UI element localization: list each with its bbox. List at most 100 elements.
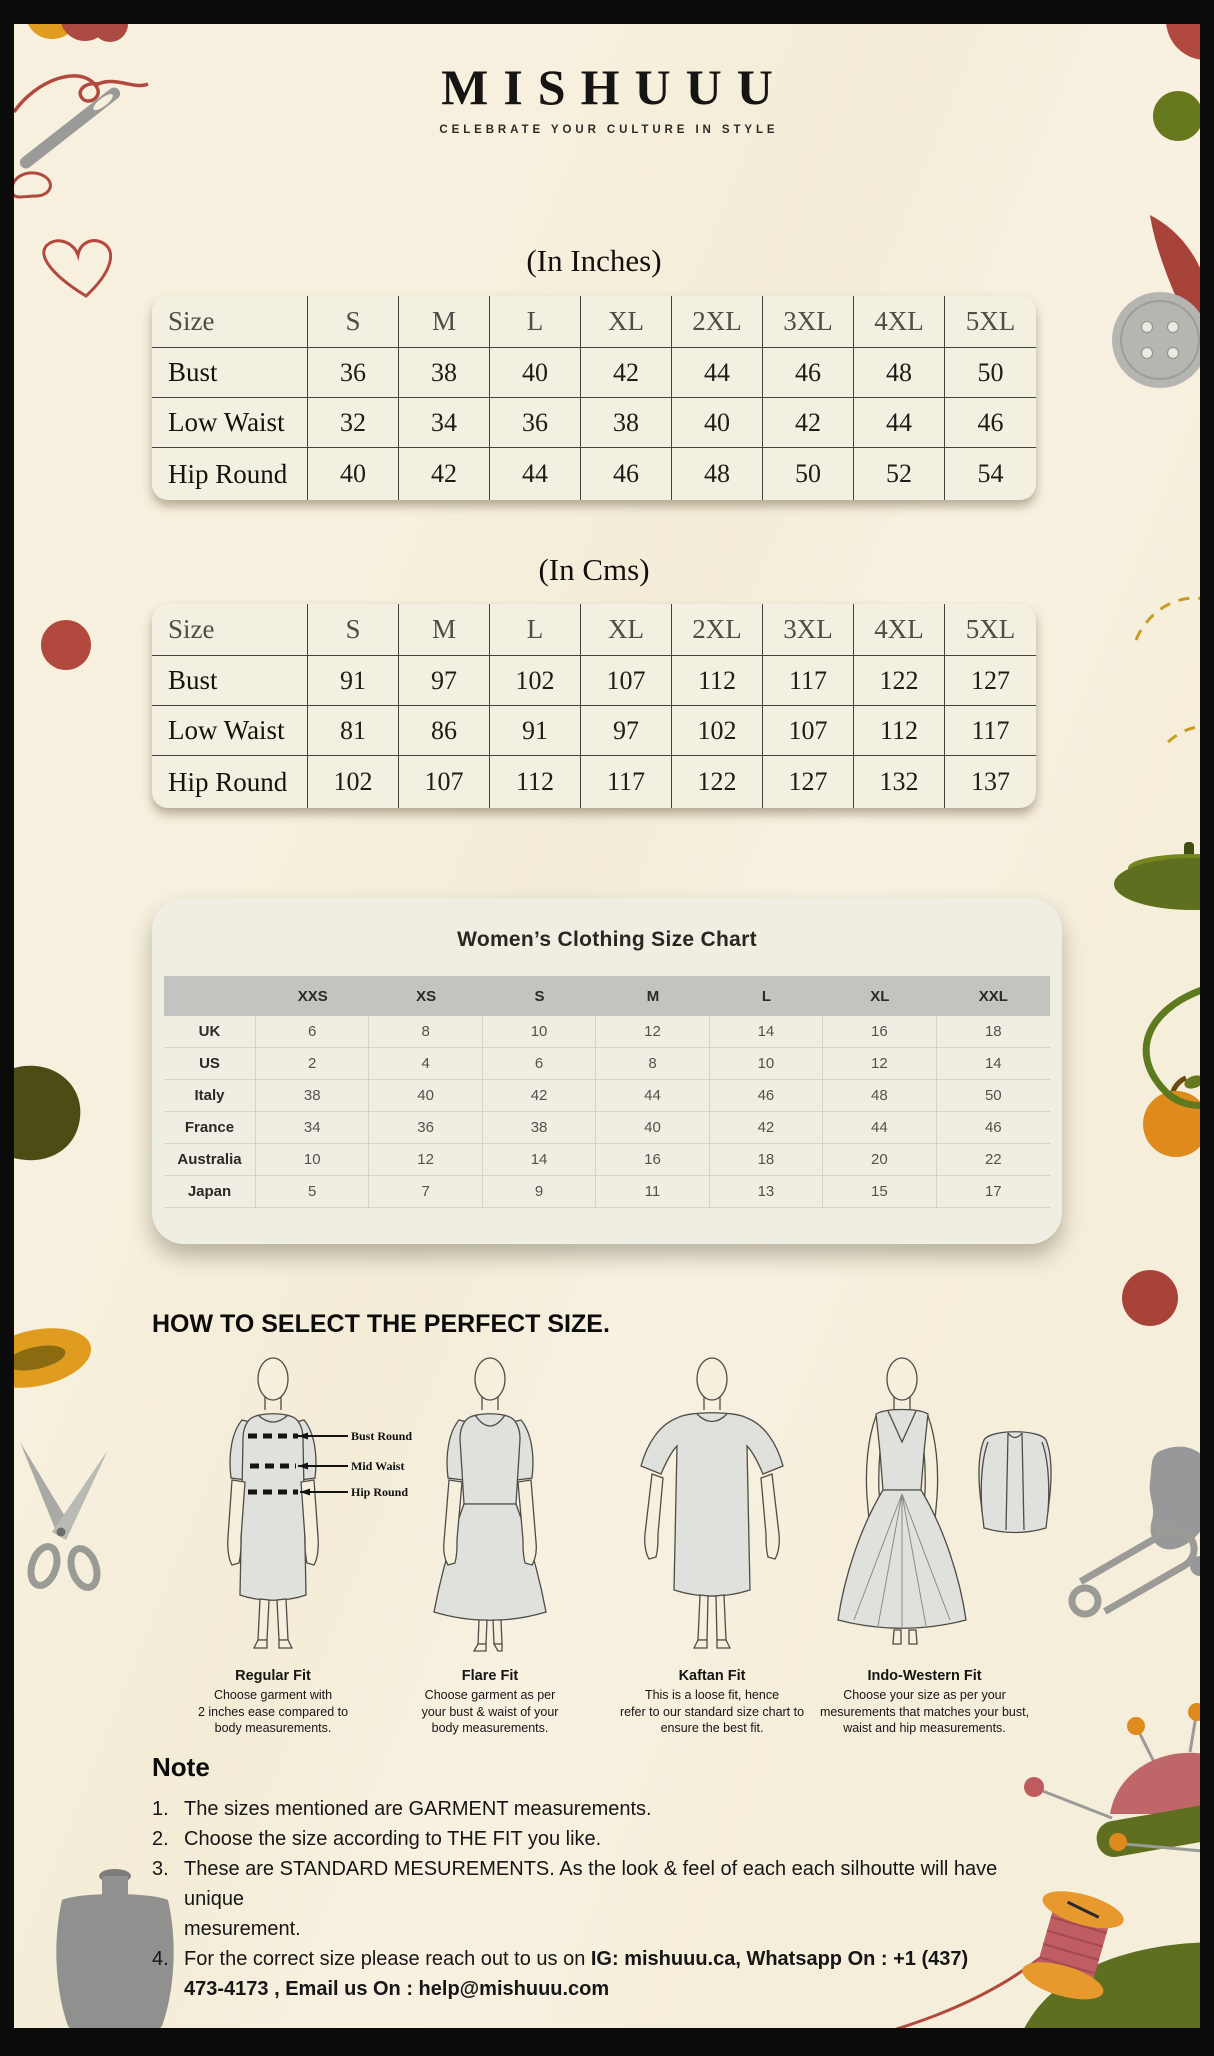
intl-col-header: L bbox=[709, 976, 824, 1016]
cms-table-row-label: Bust bbox=[152, 656, 308, 706]
intl-cell: 36 bbox=[369, 1112, 483, 1144]
inches-table-col-header: M bbox=[399, 296, 490, 348]
inches-table-cell: 44 bbox=[490, 448, 581, 500]
indo-western-fit-figure bbox=[837, 1357, 1052, 1645]
intl-cell: 10 bbox=[482, 1016, 597, 1048]
cms-table-col-header: XL bbox=[581, 604, 672, 656]
cms-table-cell: 102 bbox=[490, 656, 581, 706]
intl-cell: 13 bbox=[709, 1176, 824, 1208]
intl-cell: 18 bbox=[936, 1016, 1050, 1048]
cms-table-cell: 107 bbox=[763, 706, 854, 756]
cms-size-table: Size S M L XL 2XL 3XL 4XL 5XL Bust 91 97 102 107 112 11… bbox=[152, 604, 1036, 808]
cms-table-cell: 86 bbox=[399, 706, 490, 756]
fit-caption-indo-western: Indo-Western Fit Choose your size as per … bbox=[792, 1668, 1057, 1737]
cms-table-col-header: 3XL bbox=[763, 604, 854, 656]
intl-cell: 7 bbox=[369, 1176, 483, 1208]
fit-description: Choose garment as per your bust & waist o… bbox=[421, 1688, 559, 1735]
brand-logo: MISHUUU bbox=[441, 59, 788, 115]
intl-cell: 16 bbox=[823, 1016, 937, 1048]
intl-col-header: XXL bbox=[936, 976, 1050, 1016]
intl-cell: 18 bbox=[709, 1144, 824, 1176]
inches-table-cell: 46 bbox=[945, 398, 1036, 448]
intl-cell: 38 bbox=[482, 1112, 597, 1144]
intl-cell: 12 bbox=[823, 1048, 937, 1080]
inches-table-cell: 32 bbox=[308, 398, 399, 448]
cms-table-cell: 81 bbox=[308, 706, 399, 756]
regular-fit-figure: Bust Round Mid Waist Hip Round bbox=[227, 1357, 412, 1649]
cms-table-cell: 91 bbox=[490, 706, 581, 756]
intl-cell: 10 bbox=[709, 1048, 824, 1080]
intl-chart-title: Women’s Clothing Size Chart bbox=[457, 928, 757, 951]
inches-table-cell: 46 bbox=[581, 448, 672, 500]
inches-table-cell: 40 bbox=[308, 448, 399, 500]
note-item: 3. These are STANDARD MESUREMENTS. As the… bbox=[152, 1854, 1052, 1944]
intl-cell: 34 bbox=[256, 1112, 370, 1144]
note-item-text: Choose the size according to THE FIT you… bbox=[184, 1828, 602, 1850]
intl-cell: 11 bbox=[596, 1176, 710, 1208]
cms-table-cell: 91 bbox=[308, 656, 399, 706]
intl-cell: 15 bbox=[823, 1176, 937, 1208]
cms-table-col-header: 4XL bbox=[854, 604, 945, 656]
kaftan-fit-figure bbox=[640, 1357, 784, 1649]
intl-col-header: XS bbox=[369, 976, 483, 1016]
intl-col-header: S bbox=[482, 976, 597, 1016]
cms-table-cell: 122 bbox=[672, 756, 763, 808]
intl-cell: 50 bbox=[936, 1080, 1050, 1112]
fit-name: Kaftan Fit bbox=[678, 1668, 746, 1684]
intl-row-label: US bbox=[164, 1048, 256, 1080]
intl-cell: 20 bbox=[823, 1144, 937, 1176]
inches-table-cell: 36 bbox=[308, 348, 399, 398]
fit-caption-regular: Regular Fit Choose garment with 2 inches e… bbox=[163, 1668, 383, 1737]
inches-table-cell: 46 bbox=[763, 348, 854, 398]
fit-description: Choose your size as per your mesurements … bbox=[819, 1688, 1030, 1735]
cms-table-cell: 127 bbox=[945, 656, 1036, 706]
intl-cell: 44 bbox=[596, 1080, 710, 1112]
fit-caption-flare: Flare Fit Choose garment as per your bust … bbox=[380, 1668, 600, 1737]
cms-table-cell: 122 bbox=[854, 656, 945, 706]
inches-table-cell: 38 bbox=[581, 398, 672, 448]
inches-table-cell: 34 bbox=[399, 398, 490, 448]
cms-table-col-header: 2XL bbox=[672, 604, 763, 656]
note-item-number: 3. bbox=[152, 1858, 169, 1880]
inches-table-row-label: Hip Round bbox=[152, 448, 308, 500]
inches-table-cell: 38 bbox=[399, 348, 490, 398]
intl-cell: 6 bbox=[256, 1016, 370, 1048]
intl-cell: 8 bbox=[596, 1048, 710, 1080]
cms-table-cell: 112 bbox=[854, 706, 945, 756]
intl-cell: 12 bbox=[369, 1144, 483, 1176]
inches-table-cell: 48 bbox=[672, 448, 763, 500]
inches-table-cell: 42 bbox=[581, 348, 672, 398]
fit-name: Indo-Western Fit bbox=[867, 1668, 982, 1684]
cms-table-cell: 97 bbox=[581, 706, 672, 756]
intl-cell: 44 bbox=[823, 1112, 937, 1144]
intl-cell: 40 bbox=[596, 1112, 710, 1144]
intl-cell: 14 bbox=[709, 1016, 824, 1048]
inches-table-cell: 50 bbox=[945, 348, 1036, 398]
note-item: 1. The sizes mentioned are GARMENT measur… bbox=[152, 1794, 1052, 1824]
intl-col-header: M bbox=[596, 976, 710, 1016]
intl-row-label: France bbox=[164, 1112, 256, 1144]
fit-description: This is a loose fit, hence refer to our s… bbox=[619, 1688, 805, 1735]
cms-table-cell: 112 bbox=[672, 656, 763, 706]
inches-table-cell: 42 bbox=[399, 448, 490, 500]
inches-table-row-label: Bust bbox=[152, 348, 308, 398]
inches-table-col-header: 4XL bbox=[854, 296, 945, 348]
cms-table-cell: 97 bbox=[399, 656, 490, 706]
measure-label-waist: Mid Waist bbox=[351, 1459, 404, 1473]
intl-cell: 2 bbox=[256, 1048, 370, 1080]
measure-label-bust: Bust Round bbox=[351, 1429, 412, 1443]
intl-cell: 22 bbox=[936, 1144, 1050, 1176]
intl-cell: 4 bbox=[369, 1048, 483, 1080]
intl-cell: 9 bbox=[482, 1176, 597, 1208]
cms-table-cell: 137 bbox=[971, 767, 1010, 796]
intl-cell: 42 bbox=[482, 1080, 597, 1112]
cms-table-col-header: L bbox=[490, 604, 581, 656]
inches-table-col-header: XL bbox=[581, 296, 672, 348]
cms-table-cell: 117 bbox=[763, 656, 854, 706]
inches-table-col-header: 3XL bbox=[763, 296, 854, 348]
cms-table-cell: 107 bbox=[399, 756, 490, 808]
note-item-text: These are STANDARD MESUREMENTS. As the l… bbox=[184, 1858, 998, 1940]
inches-table-cell: 40 bbox=[672, 398, 763, 448]
intl-cell: 46 bbox=[709, 1080, 824, 1112]
inches-table-cell: 50 bbox=[763, 448, 854, 500]
